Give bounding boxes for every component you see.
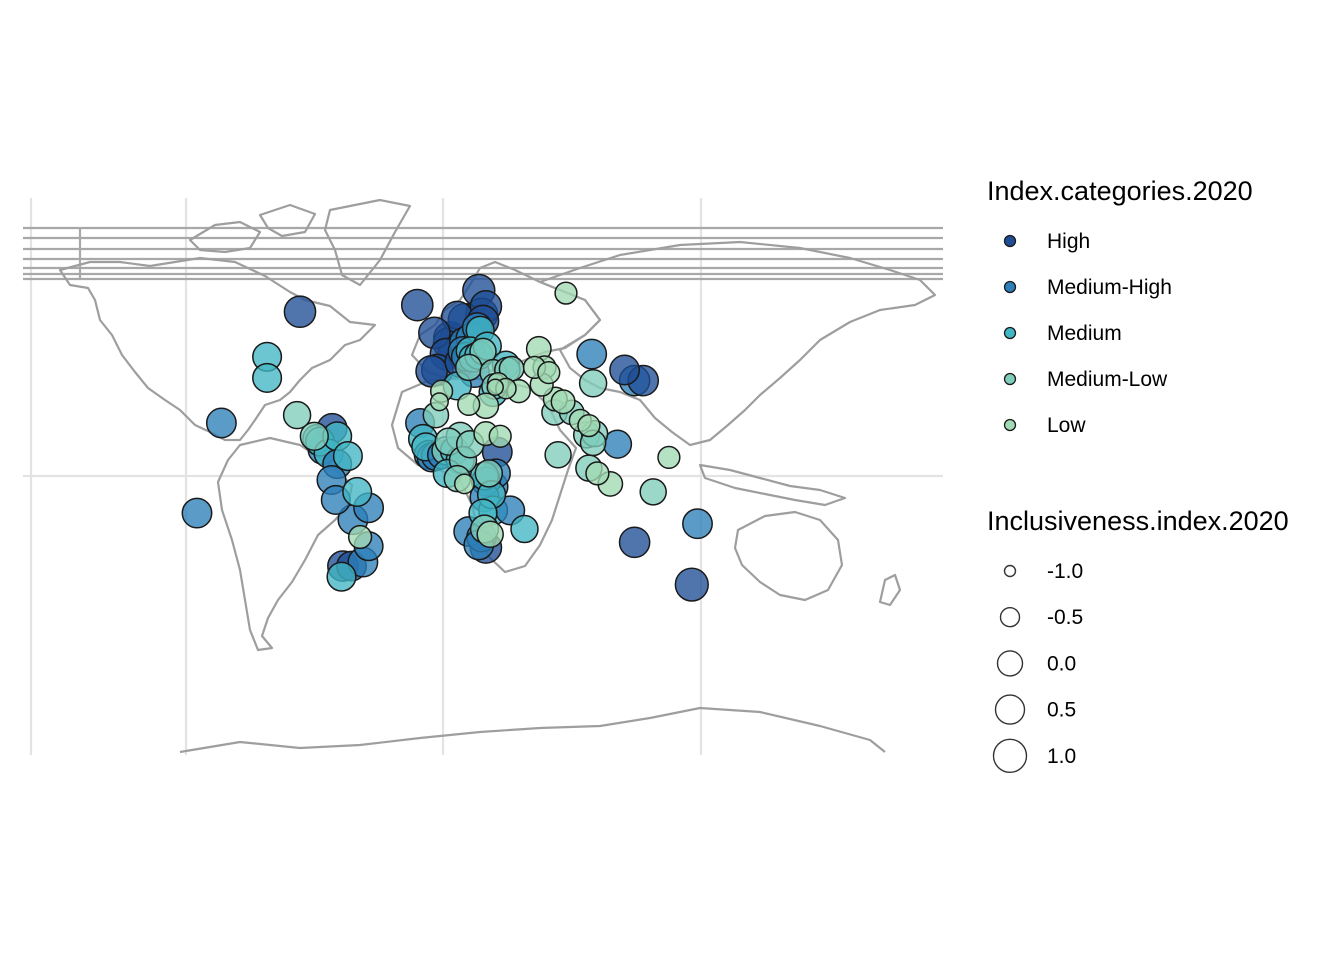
country-bubble xyxy=(488,424,512,448)
size-legend-key xyxy=(994,694,1026,725)
size-legend-key xyxy=(992,738,1028,773)
size-legend-label: 0.0 xyxy=(1047,652,1076,675)
color-legend-label: Medium xyxy=(1047,322,1122,345)
map-panel xyxy=(23,198,943,755)
antarctica-outline xyxy=(179,706,886,754)
size-legend-title: Inclusiveness.index.2020 xyxy=(987,506,1289,536)
country-bubble xyxy=(585,461,610,486)
color-legend-key xyxy=(1003,372,1017,386)
country-bubble xyxy=(544,441,572,469)
country-bubble xyxy=(476,520,504,549)
north-america-outline xyxy=(58,256,377,442)
country-bubble xyxy=(639,478,667,506)
color-legend-label: Medium-Low xyxy=(1047,368,1168,391)
color-legend-key xyxy=(1003,280,1017,294)
country-bubble xyxy=(332,441,363,472)
country-bubble xyxy=(510,514,539,544)
color-legend: Index.categories.2020 High Medium-High Med… xyxy=(987,176,1253,437)
country-bubble xyxy=(578,369,608,398)
color-legend-label: High xyxy=(1047,230,1090,253)
country-bubble xyxy=(453,473,475,495)
country-bubble xyxy=(609,354,641,386)
australia-outline xyxy=(733,510,844,602)
size-legend-label: 1.0 xyxy=(1047,745,1076,768)
country-bubble xyxy=(429,392,449,412)
color-legend-title: Index.categories.2020 xyxy=(987,176,1253,206)
size-legend-key xyxy=(996,650,1024,677)
landmass-outlines xyxy=(58,198,937,754)
polar-band-lines xyxy=(23,226,943,281)
indonesia-outline xyxy=(698,463,847,507)
color-legend-key xyxy=(1003,234,1017,248)
country-bubble xyxy=(457,392,481,417)
size-legend-label: 0.5 xyxy=(1047,699,1076,722)
country-bubble xyxy=(282,400,312,430)
country-bubble xyxy=(554,281,578,305)
country-bubble xyxy=(657,445,681,470)
country-bubbles xyxy=(181,273,713,602)
country-bubble xyxy=(674,567,709,602)
color-legend-label: Medium-High xyxy=(1047,276,1172,299)
size-legend-key xyxy=(1003,564,1017,578)
country-bubble xyxy=(400,288,434,322)
color-legend-key xyxy=(1003,418,1017,432)
country-bubble xyxy=(618,526,651,559)
color-legend-key xyxy=(1003,326,1017,340)
country-bubble xyxy=(454,353,483,382)
country-bubble xyxy=(326,561,357,592)
country-bubble xyxy=(299,421,329,451)
country-bubble xyxy=(252,362,283,393)
country-bubble xyxy=(682,508,713,540)
asia-outline xyxy=(538,240,937,447)
country-bubble xyxy=(205,407,237,439)
country-bubble xyxy=(347,524,373,550)
color-legend-items: High Medium-High Medium Medium-Low Low xyxy=(1003,230,1172,437)
country-bubble xyxy=(486,378,504,396)
country-bubble xyxy=(576,338,608,370)
country-bubble xyxy=(181,497,213,529)
size-legend-key xyxy=(999,607,1021,628)
country-bubble xyxy=(537,360,561,385)
size-legend-label: -0.5 xyxy=(1047,606,1083,629)
country-bubble xyxy=(550,389,576,415)
size-legend-items: -1.0 -0.5 0.0 0.5 1.0 xyxy=(992,560,1083,773)
canadian-arctic-islands-outline xyxy=(188,203,317,254)
country-bubble xyxy=(342,476,373,507)
country-bubble xyxy=(283,295,317,329)
greenland-outline xyxy=(323,198,412,287)
country-bubble xyxy=(474,459,504,488)
size-legend-label: -1.0 xyxy=(1047,560,1083,583)
country-bubble xyxy=(577,413,601,438)
size-legend: Inclusiveness.index.2020 -1.0 -0.5 0.0 0.5 1… xyxy=(987,506,1289,773)
new-zealand-outline xyxy=(878,573,902,607)
color-legend-label: Low xyxy=(1047,414,1086,437)
